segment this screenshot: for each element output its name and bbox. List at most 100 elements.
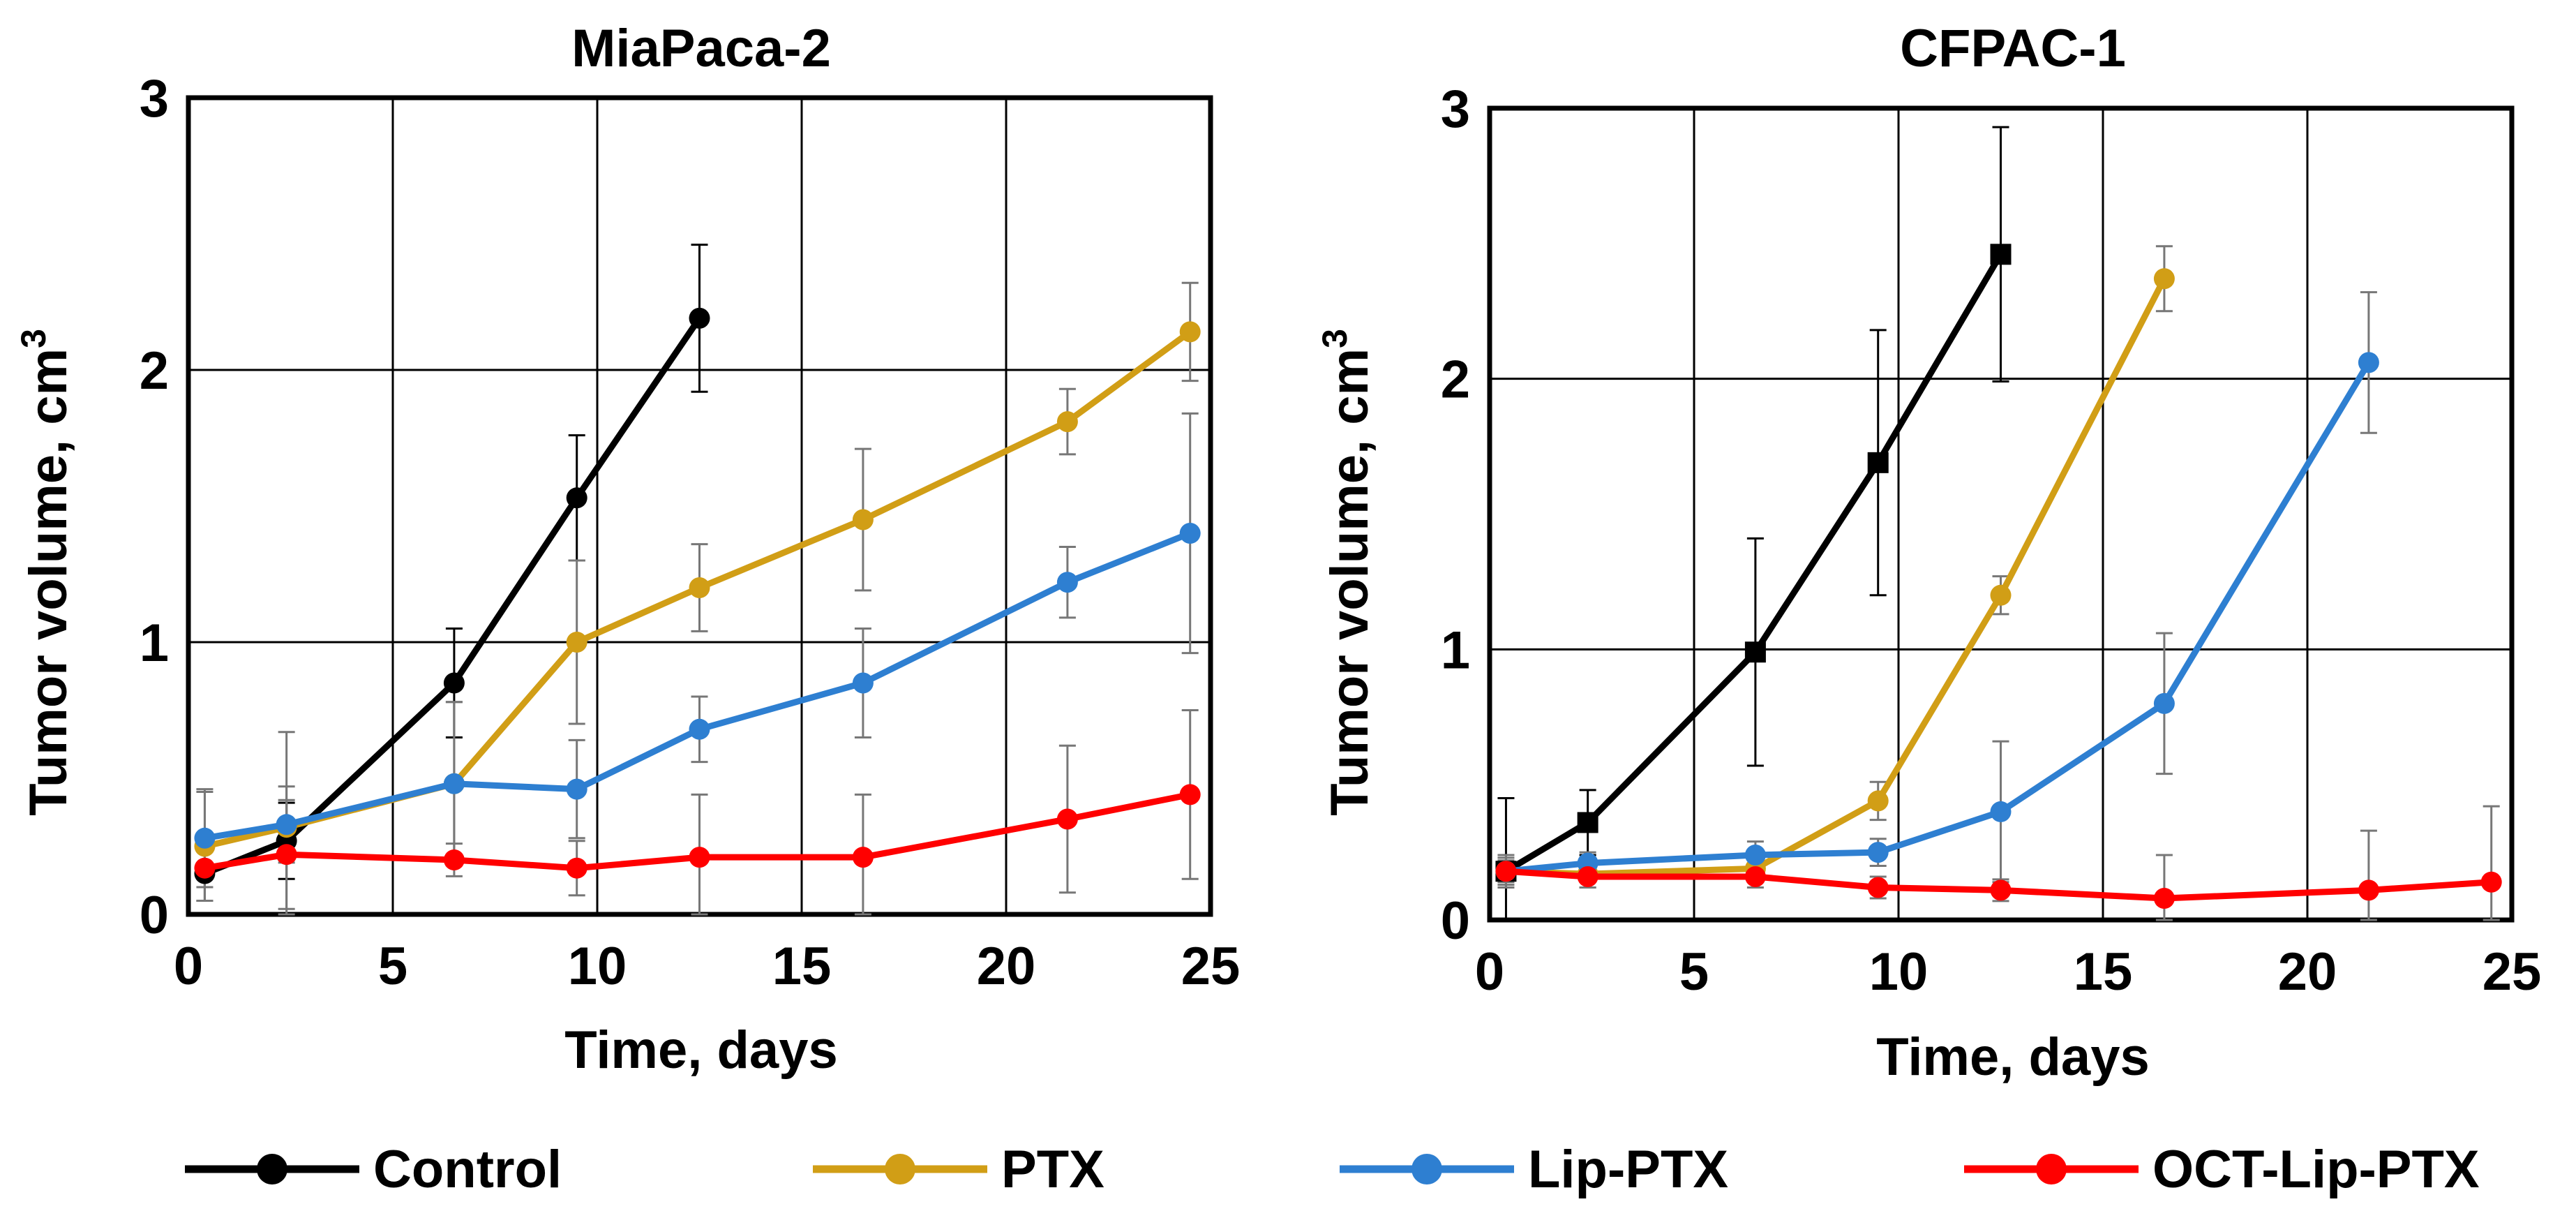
legend-item-lip-ptx: Lip-PTX xyxy=(1340,1140,1728,1199)
x-tick-label: 25 xyxy=(1181,937,1241,996)
legend-marker xyxy=(257,1154,287,1184)
x-axis-label: Time, days xyxy=(564,1020,837,1080)
legend-label: PTX xyxy=(1001,1140,1104,1199)
chart-panel-miapaca-2: MiaPaca-2 0 5 10 15 20 25 0 1 2 3 Time, days Tumo… xyxy=(14,19,1240,1080)
series-ptx xyxy=(1495,268,2175,885)
legend-marker xyxy=(885,1154,915,1184)
chart-panel-cfpac-1: CFPAC-1 0 5 10 15 20 25 0 1 2 3 Time, days Tumor … xyxy=(1315,19,2541,1087)
y-tick-label: 1 xyxy=(1441,621,1470,680)
legend-label: Control xyxy=(373,1140,562,1199)
data-point xyxy=(1577,812,1598,833)
error-bar xyxy=(2483,805,2500,921)
legend-label: Lip-PTX xyxy=(1528,1140,1728,1199)
x-tick-label: 0 xyxy=(1475,942,1504,1002)
legend-item-control: Control xyxy=(185,1140,562,1199)
data-point xyxy=(1179,784,1201,805)
y-axis-label: Tumor volume, cm3 xyxy=(14,329,78,816)
data-point xyxy=(1744,844,1766,866)
series-line xyxy=(1504,253,2004,875)
series-line xyxy=(204,530,1192,842)
data-point xyxy=(566,487,587,509)
data-point xyxy=(566,632,587,653)
y-tick-label: 0 xyxy=(1441,891,1470,951)
data-point xyxy=(1744,866,1766,887)
data-point xyxy=(194,827,216,849)
legend: Control PTX Lip-PTX OCT-Lip-PTX xyxy=(185,1140,2480,1199)
data-point xyxy=(852,509,874,530)
data-point xyxy=(1056,411,1078,433)
data-point xyxy=(1990,801,2012,822)
series-oct-lip-ptx xyxy=(1495,861,2502,909)
error-bar xyxy=(2360,829,2377,921)
data-point xyxy=(566,778,587,800)
data-point xyxy=(194,857,216,879)
x-tick-label: 15 xyxy=(2074,942,2133,1002)
error-bar xyxy=(2155,854,2173,921)
x-tick-label: 10 xyxy=(568,937,627,996)
chart-title: CFPAC-1 xyxy=(1900,19,2126,78)
data-point xyxy=(276,844,297,866)
plot-area: 0 5 10 15 20 25 0 1 2 3 xyxy=(1441,80,2542,1002)
data-point xyxy=(852,672,874,694)
series-control xyxy=(194,307,710,884)
data-point xyxy=(1867,842,1889,863)
plot-area: 0 5 10 15 20 25 0 1 2 3 xyxy=(140,69,1241,996)
x-tick-label: 20 xyxy=(977,937,1036,996)
data-point xyxy=(2358,352,2379,373)
data-point xyxy=(1056,572,1078,593)
series-lip-ptx xyxy=(194,523,1201,849)
data-point xyxy=(2153,692,2175,714)
data-point xyxy=(1990,879,2012,901)
y-axis-label-text: Tumor volume, cm xyxy=(19,348,78,816)
data-point xyxy=(1744,641,1766,663)
x-tick-label: 15 xyxy=(772,937,832,996)
data-point xyxy=(1495,861,1517,882)
x-tick-label: 0 xyxy=(174,937,203,996)
series-line xyxy=(204,791,1191,872)
y-tick-label: 2 xyxy=(1441,350,1470,410)
series-line xyxy=(1505,361,2372,875)
data-point xyxy=(689,307,710,329)
x-tick-label: 10 xyxy=(1869,942,1929,1002)
data-point xyxy=(2153,887,2175,909)
series-oct-lip-ptx xyxy=(194,784,1201,879)
data-point xyxy=(1867,877,1889,898)
data-point xyxy=(1179,321,1201,343)
data-point xyxy=(1990,244,2012,265)
y-axis-label: Tumor volume, cm3 xyxy=(1315,329,1379,816)
data-point xyxy=(443,849,465,870)
series-line xyxy=(1506,277,2167,877)
y-tick-label: 1 xyxy=(140,614,169,673)
legend-item-oct-lip-ptx: OCT-Lip-PTX xyxy=(1964,1140,2480,1199)
x-tick-label: 5 xyxy=(378,937,407,996)
legend-item-ptx: PTX xyxy=(813,1140,1104,1199)
x-axis-label: Time, days xyxy=(1876,1027,2149,1087)
y-tick-label: 0 xyxy=(140,886,169,945)
y-axis-label-superscript: 3 xyxy=(1315,329,1354,348)
data-point xyxy=(689,577,710,598)
data-point xyxy=(1577,866,1598,887)
y-axis-label-superscript: 3 xyxy=(14,329,53,348)
y-tick-label: 2 xyxy=(140,341,169,401)
legend-marker xyxy=(2036,1154,2067,1184)
data-point xyxy=(2358,879,2379,901)
data-point xyxy=(1056,808,1078,830)
data-point xyxy=(276,814,297,835)
data-point xyxy=(1867,790,1889,812)
series-line xyxy=(1506,868,2492,902)
y-tick-label: 3 xyxy=(1441,80,1470,139)
y-axis-label-text: Tumor volume, cm xyxy=(1320,348,1379,816)
legend-label: OCT-Lip-PTX xyxy=(2152,1140,2480,1199)
plot-frame xyxy=(1487,105,2515,923)
data-point xyxy=(443,672,465,694)
x-tick-label: 20 xyxy=(2278,942,2337,1002)
data-point xyxy=(2480,871,2502,893)
series-control xyxy=(1495,244,2012,882)
data-point xyxy=(566,857,587,879)
data-point xyxy=(443,773,465,794)
data-point xyxy=(689,847,710,868)
x-tick-label: 5 xyxy=(1679,942,1709,1002)
x-tick-label: 25 xyxy=(2483,942,2542,1002)
data-point xyxy=(1867,452,1889,473)
